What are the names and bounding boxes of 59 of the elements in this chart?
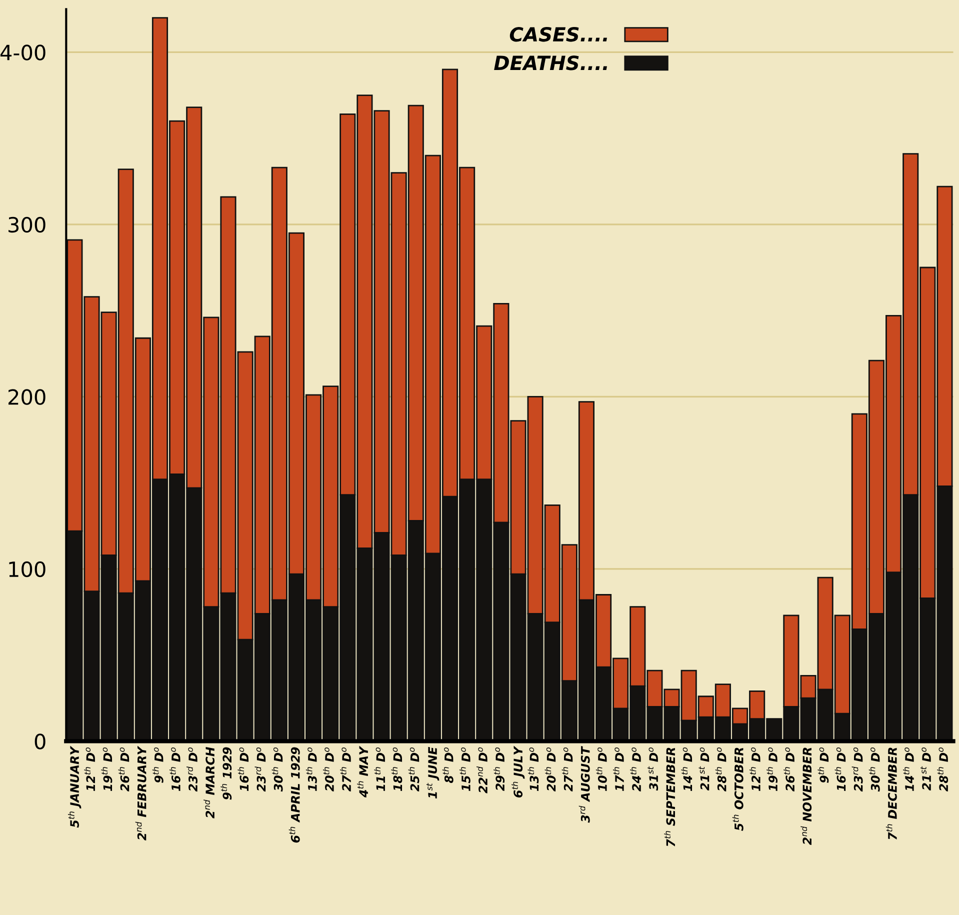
x-tick-label: 30$^{th}$ D$^{o}$ (272, 748, 283, 792)
x-tick-label: 22$^{nd}$ D$^{o}$ (476, 747, 488, 794)
x-tick-label: 7$^{th}$ SEPTEMBER (664, 748, 676, 846)
x-tick-label: 5$^{th}$ OCTOBER (732, 748, 744, 831)
x-tick-label: 9$^{th}$ D$^{o}$ (818, 747, 829, 783)
x-tick-label: 30$^{th}$ D$^{o}$ (868, 748, 880, 792)
x-tick-label: 16$^{th}$ D$^{o}$ (169, 748, 180, 792)
x-tick-label: 26$^{th}$ D$^{o}$ (784, 748, 795, 792)
x-tick-label: 16$^{th}$ D$^{o}$ (834, 748, 846, 792)
legend-label: CASES.... (510, 26, 607, 42)
x-tick-label: 20$^{th}$ D$^{o}$ (544, 748, 556, 792)
x-tick-label: 29$^{th}$ D$^{o}$ (494, 747, 505, 791)
x-tick-label: 21$^{st}$ D$^{o}$ (920, 748, 931, 791)
y-tick-label: 0 (34, 734, 46, 750)
x-tick-label: 9$^{th}$ 1929 (220, 747, 232, 800)
x-tick-label: 14$^{th}$ D$^{o}$ (902, 748, 914, 792)
x-tick-label: 19$^{th}$ D$^{o}$ (101, 748, 112, 792)
x-tick-label: 28$^{th}$ D$^{o}$ (715, 748, 726, 792)
x-tick-label: 6$^{th}$ APRIL 1929 (288, 747, 300, 843)
x-tick-label: 17$^{th}$ D$^{o}$ (612, 748, 624, 792)
x-tick-label: 24$^{th}$ D$^{o}$ (630, 748, 641, 792)
x-tick-label: 20$^{th}$ D$^{o}$ (322, 748, 334, 792)
x-tick-label: 4$^{th}$ MAY (357, 746, 368, 798)
x-tick-label: 13$^{th}$ D$^{o}$ (306, 748, 317, 792)
x-tick-label: 15$^{th}$ D$^{o}$ (459, 748, 470, 792)
x-tick-label: 6$^{th}$ JULY (512, 746, 525, 798)
x-tick-label: 8$^{th}$ D$^{o}$ (442, 747, 454, 784)
x-tick-label: 31$^{st}$ D$^{o}$ (648, 748, 658, 791)
x-tick-label: 1$^{st}$ JUNE (426, 746, 440, 798)
x-tick-label: 28$^{th}$ D$^{o}$ (937, 748, 948, 792)
x-tick-label: 25$^{th}$ D$^{o}$ (408, 748, 420, 792)
x-tick-label: 13$^{th}$ D$^{o}$ (528, 748, 539, 792)
y-tick-label: 200 (8, 389, 46, 405)
legend-label: DEATHS.... (494, 56, 607, 70)
x-tick-label: 23$^{rd}$ D$^{o}$ (254, 747, 266, 792)
x-tick-label: 18$^{th}$ D$^{o}$ (391, 748, 402, 792)
x-tick-label: 19$^{th}$ D$^{o}$ (766, 748, 778, 792)
y-tick-label: 100 (9, 561, 46, 578)
x-tick-label: 27$^{th}$ D$^{o}$ (340, 748, 351, 792)
x-tick-label: 21$^{st}$ D$^{o}$ (698, 748, 710, 791)
x-tick-label: 7$^{th}$ DECEMBER (886, 748, 897, 840)
x-tick-label: 23$^{rd}$ D$^{o}$ (852, 747, 863, 792)
x-tick-label: 16$^{th}$ D$^{o}$ (238, 748, 249, 792)
x-tick-label: 12$^{th}$ D$^{o}$ (84, 748, 95, 792)
x-tick-label: 10$^{th}$ D$^{o}$ (596, 748, 607, 792)
x-tick-label: 9$^{th}$ D$^{o}$ (152, 747, 164, 783)
x-tick-label: 23$^{rd}$ D$^{o}$ (186, 747, 198, 792)
y-tick-label: 300 (8, 216, 46, 233)
x-tick-label: 2$^{nd}$ NOVEMBER (800, 748, 812, 845)
x-tick-label: 12$^{th}$ D$^{o}$ (749, 748, 760, 792)
x-tick-label: 2$^{nd}$ FEBRUARY (135, 746, 146, 840)
x-tick-label: 14$^{th}$ D$^{o}$ (681, 748, 692, 792)
x-tick-label: 3$^{rd}$ AUGUST (578, 746, 590, 823)
x-tick-label: 11$^{th}$ D$^{o}$ (374, 748, 385, 792)
x-tick-label: 5$^{th}$ JANUARY (68, 746, 82, 828)
x-tick-label: 26$^{th}$ D$^{o}$ (118, 748, 130, 792)
x-tick-label: 27$^{th}$ D$^{o}$ (562, 748, 573, 792)
y-tick-label: 4-00 (0, 44, 46, 60)
x-tick-label: 2$^{nd}$ MARCH (204, 746, 215, 818)
